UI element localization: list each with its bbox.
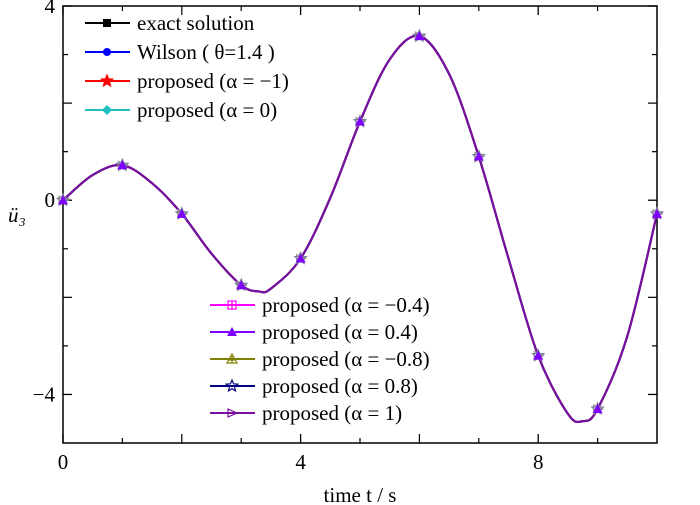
legend-marker <box>103 19 111 27</box>
legend-marker <box>225 352 239 364</box>
legend-label: exact solution <box>137 11 255 35</box>
marker-pt-5-c <box>355 116 365 126</box>
legend-bottom-center: proposed (α = −0.4) proposed (α = 0.4) pro… <box>210 293 430 425</box>
y-tick-label: 4 <box>45 0 56 18</box>
x-tick-label: 0 <box>58 450 69 474</box>
marker-pt-7-c <box>473 151 484 161</box>
legend-item-8: proposed (α = 1) <box>210 401 402 425</box>
legend-top-left: exact solution Wilson ( θ=1.4 ) proposed (… <box>85 11 289 122</box>
legend-marker <box>227 408 239 418</box>
y-tick-label: −4 <box>33 382 56 406</box>
legend-marker <box>224 378 240 393</box>
legend-item-0: exact solution <box>85 11 255 35</box>
legend-label: proposed (α = −0.4) <box>262 293 430 317</box>
legend-item-7: proposed (α = 0.8) <box>210 374 418 398</box>
x-axis-label: time t / s <box>324 483 397 505</box>
marker-pt-6-c <box>414 31 425 41</box>
axis-ticks: 0 4 8 −4 0 4 <box>33 0 657 474</box>
marker-pt-10-c <box>652 208 662 218</box>
legend-marker <box>227 327 237 336</box>
legend-item-1: Wilson ( θ=1.4 ) <box>85 40 275 64</box>
marker-pt-2-c <box>176 208 187 218</box>
marker-pt-8-c <box>533 350 544 360</box>
marker-pt-3-c <box>236 280 247 290</box>
y-axis-label: ü₃ <box>8 203 26 227</box>
x-tick-label: 8 <box>533 450 544 474</box>
legend-marker <box>102 105 112 115</box>
legend-marker <box>99 73 115 88</box>
legend-marker <box>227 300 237 310</box>
marker-pt-1-c <box>117 160 128 170</box>
legend-label: proposed (α = −0.8) <box>262 347 430 371</box>
legend-item-2: proposed (α = −1) <box>85 69 289 93</box>
legend-label: Wilson ( θ=1.4 ) <box>137 40 275 64</box>
legend-label: proposed (α = 0.8) <box>262 374 418 398</box>
marker-pt-9-c <box>592 404 603 414</box>
marker-pt-4-c <box>295 253 306 263</box>
x-tick-label: 4 <box>295 450 306 474</box>
legend-label: proposed (α = 0) <box>137 98 277 122</box>
marker-pt-0-c <box>58 195 68 205</box>
legend-label: proposed (α = 0.4) <box>262 320 418 344</box>
legend-label: proposed (α = 1) <box>262 401 402 425</box>
legend-label: proposed (α = −1) <box>137 69 289 93</box>
y-tick-label: 0 <box>45 188 56 212</box>
legend-item-5: proposed (α = 0.4) <box>210 320 418 344</box>
legend-marker <box>103 48 111 56</box>
legend-item-4: proposed (α = −0.4) <box>210 293 430 317</box>
data-markers <box>55 28 665 416</box>
legend-item-3: proposed (α = 0) <box>85 98 277 122</box>
legend-item-6: proposed (α = −0.8) <box>210 347 430 371</box>
